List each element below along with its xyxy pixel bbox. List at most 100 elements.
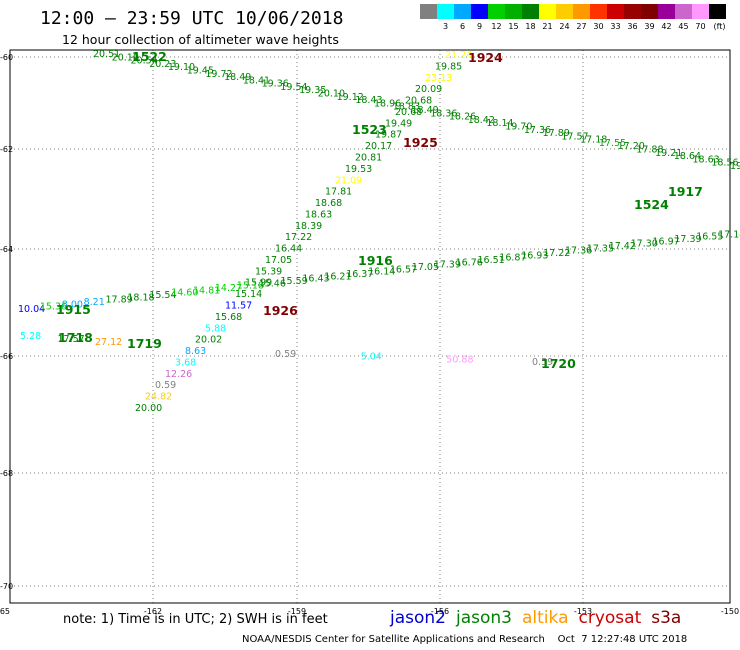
wave-height-value: 21.24	[445, 50, 472, 61]
wave-height-value: 20.10	[318, 89, 345, 100]
scale-label: 12	[491, 22, 502, 31]
wave-height-value: 15.36	[40, 302, 67, 313]
wave-height-value: 18.39	[295, 221, 322, 232]
wave-height-value: 17.89	[106, 295, 133, 306]
map-grid	[9, 49, 731, 604]
lat-tick-label: -68	[0, 469, 13, 478]
wave-height-value: 20.02	[195, 335, 222, 346]
wave-height-value: 3.68	[175, 358, 196, 369]
lat-tick-label: -64	[0, 245, 13, 254]
pass-label: 1719	[127, 336, 162, 351]
wave-height-value: 5.88	[205, 323, 226, 334]
wave-height-value: 19.54	[280, 82, 307, 93]
wave-height-value: 15.68	[215, 312, 242, 323]
wave-height-value: 20.09	[415, 84, 442, 95]
wave-height-values: 20.5120.1020.5420.2319.1019.4519.7218.49…	[18, 49, 740, 414]
pass-label: 1925	[403, 135, 438, 150]
wave-height-value: 16.51	[478, 255, 505, 266]
wave-height-value: 17.05	[265, 255, 292, 266]
map-frame	[9, 49, 731, 604]
lon-tick-label: -156	[431, 607, 449, 616]
footer-credit: NOAA/NESDIS Center for Satellite Applica…	[242, 634, 688, 645]
scale-swatch	[675, 4, 692, 19]
wave-height-value: 17.42	[609, 241, 636, 252]
wave-height-value: 17.55	[599, 138, 626, 149]
wave-height-value: 11.57	[225, 301, 252, 312]
wave-height-value: 19.53	[345, 164, 372, 175]
note-text: note: 1) Time is in UTC; 2) SWH is in fe…	[63, 612, 328, 627]
scale-swatch	[590, 4, 607, 19]
pass-label: 1917	[668, 184, 703, 199]
wave-height-value: 20.81	[355, 153, 382, 164]
pass-label: 1916	[358, 253, 393, 268]
scale-swatch	[420, 4, 437, 19]
wave-height-value: 18.96	[374, 98, 401, 109]
scale-swatch	[471, 4, 488, 19]
wave-height-value: 14.60	[171, 288, 198, 299]
wave-height-value: 27.12	[95, 337, 122, 348]
lon-tick-label: -153	[574, 607, 592, 616]
wave-height-value: 17.14	[718, 229, 740, 240]
wave-height-value: 16.14	[368, 267, 395, 278]
pass-label: 1524	[634, 197, 669, 212]
wave-height-value: 20.68	[405, 96, 432, 107]
wave-height-value: 19.87	[375, 130, 402, 141]
scale-label: 3	[442, 22, 449, 31]
wave-height-value: 0.59	[532, 357, 553, 368]
wave-height-value: 18.64	[674, 151, 701, 162]
pass-label: 1915	[56, 302, 91, 317]
lon-tick-label: -159	[288, 607, 306, 616]
wave-height-value: 18.63	[305, 209, 332, 220]
wave-height-value: 18.83	[393, 102, 420, 113]
wave-height-value: 17.88	[636, 145, 663, 156]
wave-height-value: 14.27	[215, 283, 242, 294]
wave-height-value: 17.57	[561, 131, 588, 142]
wave-height-value: 19	[730, 161, 740, 172]
wave-height-value: 5.04	[361, 352, 382, 363]
wave-height-value: 14.81	[193, 285, 220, 296]
scale-swatch	[573, 4, 590, 19]
wave-height-value: 17.30	[631, 239, 658, 250]
wave-height-value: 12.26	[165, 369, 192, 380]
wave-height-value: 15.54	[149, 290, 176, 301]
lat-tick-label: -66	[0, 352, 13, 361]
wave-height-value: 16.37	[346, 269, 373, 280]
scale-label: 18	[525, 22, 536, 31]
wave-height-value: 17.81	[325, 187, 352, 198]
wave-height-value: 18.36	[430, 108, 457, 119]
wave-height-value: 15.46	[259, 278, 286, 289]
scale-label: 45	[678, 22, 689, 31]
wave-height-value: 21.09	[335, 175, 362, 186]
scale-swatch	[641, 4, 658, 19]
wave-height-value: 19.70	[505, 122, 532, 133]
scale-swatch	[556, 4, 573, 19]
scale-label: 30	[593, 22, 604, 31]
scale-swatch	[709, 4, 726, 19]
satellite-legend: jason2 jason3 altika cryosat s3a	[390, 608, 691, 628]
wave-height-value: 17.18	[580, 135, 607, 146]
scale-swatch	[437, 4, 454, 19]
wave-height-value: 0.59	[155, 380, 176, 391]
wave-height-value: 18.49	[224, 72, 251, 83]
wave-height-value: 19.12	[337, 92, 364, 103]
scale-swatch	[658, 4, 675, 19]
scale-label: 33	[610, 22, 621, 31]
scale-unit: (ft)	[713, 22, 726, 31]
pass-label: 1522	[132, 49, 167, 64]
wave-height-value: 18.63	[693, 154, 720, 165]
pass-label: 1720	[541, 356, 576, 371]
wave-height-value: 19.72	[205, 69, 232, 80]
wave-height-value: 16.97	[653, 236, 680, 247]
wave-height-value: 15.99	[245, 278, 272, 289]
map-title: 12:00 – 23:59 UTC 10/06/2018	[40, 8, 344, 29]
wave-height-value: 16.43	[302, 274, 329, 285]
wave-height-value: 19.85	[435, 61, 462, 72]
wave-height-value: 18.18	[127, 292, 154, 303]
wave-height-value: 19.45	[187, 66, 214, 77]
scale-swatch	[539, 4, 556, 19]
wave-height-value: 8.63	[185, 346, 206, 357]
wave-height-value: 18.42	[468, 115, 495, 126]
wave-height-value: 20.68	[395, 107, 422, 118]
wave-height-value: 17.36	[524, 125, 551, 136]
